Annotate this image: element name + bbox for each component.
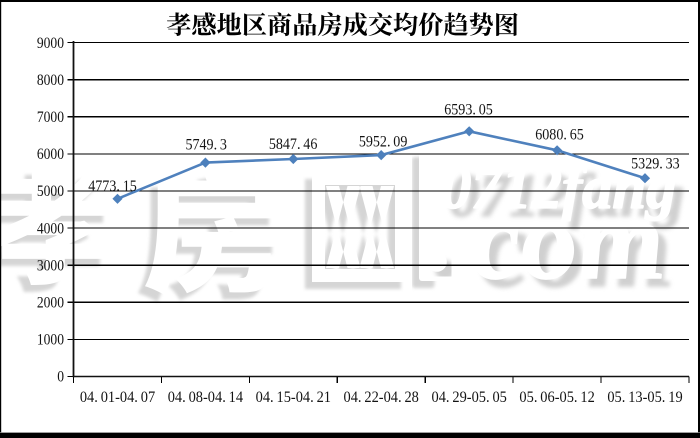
svg-text:05. 13-05. 19: 05. 13-05. 19 (607, 389, 682, 407)
svg-text:04. 08-04. 14: 04. 08-04. 14 (168, 389, 244, 407)
svg-text:5749. 3: 5749. 3 (185, 137, 227, 154)
svg-text:5952. 09: 5952. 09 (359, 134, 408, 151)
svg-text:3000: 3000 (37, 257, 64, 274)
svg-text:04. 22-04. 28: 04. 22-04. 28 (344, 389, 420, 407)
svg-text:2000: 2000 (37, 295, 64, 312)
svg-text:8000: 8000 (37, 72, 64, 89)
svg-text:0: 0 (57, 369, 64, 386)
svg-text:6080. 65: 6080. 65 (535, 127, 584, 144)
svg-text:6593. 05: 6593. 05 (444, 102, 493, 119)
svg-text:04. 01-04. 07: 04. 01-04. 07 (80, 389, 156, 407)
svg-text:4000: 4000 (37, 220, 64, 237)
svg-text:9000: 9000 (37, 35, 64, 52)
svg-text:4773. 15: 4773. 15 (88, 178, 137, 195)
svg-text:05. 06-05. 12: 05. 06-05. 12 (519, 389, 594, 407)
svg-text:5000: 5000 (37, 183, 64, 200)
svg-text:04. 29-05. 05: 04. 29-05. 05 (432, 389, 508, 407)
svg-text:1000: 1000 (37, 332, 64, 349)
svg-text:5847. 46: 5847. 46 (269, 136, 318, 153)
svg-text:6000: 6000 (37, 146, 64, 163)
svg-text:5329. 33: 5329. 33 (631, 156, 680, 173)
svg-text:7000: 7000 (37, 109, 64, 126)
svg-text:04. 15-04. 21: 04. 15-04. 21 (256, 389, 331, 407)
